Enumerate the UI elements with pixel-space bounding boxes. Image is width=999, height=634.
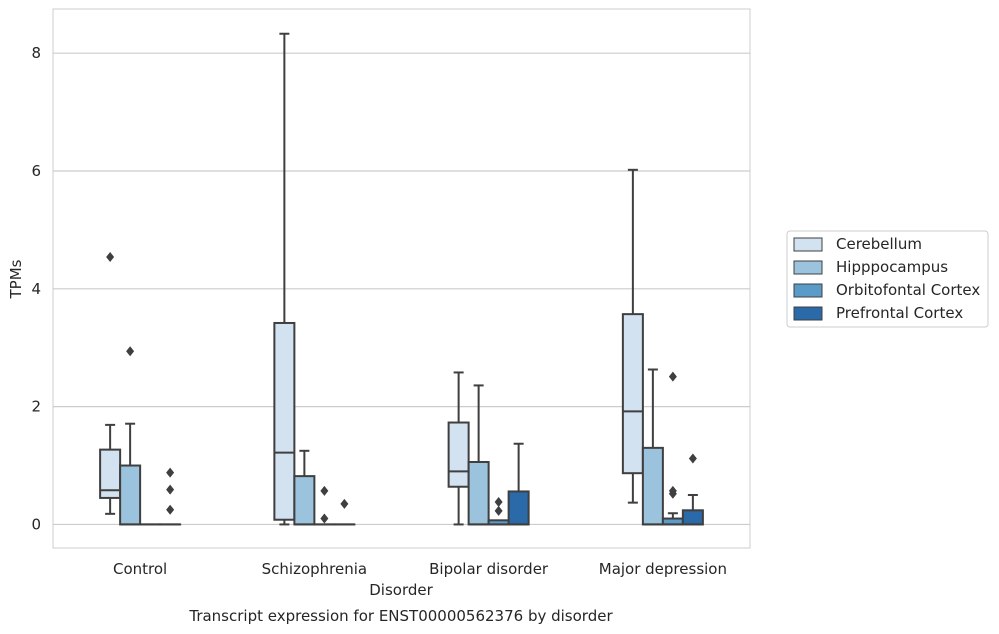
outlier-marker xyxy=(166,504,175,515)
box-hipppocampus xyxy=(293,449,316,526)
legend-label: Hipppocampus xyxy=(836,258,948,276)
box-hipppocampus xyxy=(119,346,142,526)
legend-swatch xyxy=(793,283,823,298)
box-body xyxy=(447,421,470,488)
box-prefrontal-cortex xyxy=(681,453,704,526)
box-body xyxy=(681,509,704,526)
y-tick-label: 6 xyxy=(31,162,41,180)
outlier-marker xyxy=(166,484,175,495)
y-tick-label: 4 xyxy=(31,280,41,298)
y-axis-label: TPMs xyxy=(7,259,25,299)
legend-swatch xyxy=(793,260,823,275)
box-prefrontal-cortex xyxy=(159,467,182,526)
legend: Cerebellum Hipppocampus Orbitofontal Corte… xyxy=(786,230,989,328)
legend-swatch xyxy=(793,237,823,252)
outlier-marker xyxy=(126,346,135,357)
outlier-marker xyxy=(668,371,677,382)
box-prefrontal-cortex xyxy=(507,442,530,526)
box-hipppocampus xyxy=(467,384,490,526)
boxes xyxy=(99,32,704,526)
legend-items: Cerebellum Hipppocampus Orbitofontal Corte… xyxy=(793,235,980,322)
outlier-marker xyxy=(668,485,677,496)
box-orbitofontal-cortex xyxy=(661,371,684,526)
box-body xyxy=(273,321,296,521)
box-body xyxy=(467,460,490,526)
box-prefrontal-cortex xyxy=(333,498,356,526)
outlier-marker xyxy=(320,513,329,524)
outlier-marker xyxy=(494,497,503,508)
x-tick-label: Bipolar disorder xyxy=(429,560,549,578)
y-axis-ticks: 0 2 4 6 8 xyxy=(31,44,41,533)
box-hipppocampus xyxy=(641,368,664,526)
x-tick-label: Control xyxy=(113,560,167,578)
plot-frame xyxy=(52,8,751,549)
outlier-marker xyxy=(320,485,329,496)
x-axis-ticks: Control Schizophrenia Bipolar disorder Majo… xyxy=(113,560,727,578)
box-cerebellum xyxy=(447,371,470,526)
x-tick-label: Schizophrenia xyxy=(262,560,367,578)
y-tick-label: 2 xyxy=(31,398,41,416)
x-tick-label: Major depression xyxy=(599,560,727,578)
outlier-marker xyxy=(340,498,349,509)
legend-label: Orbitofontal Cortex xyxy=(836,281,980,299)
y-tick-label: 0 xyxy=(31,515,41,533)
x-axis-label: Disorder xyxy=(369,581,433,599)
y-tick-label: 8 xyxy=(31,44,41,62)
outlier-marker xyxy=(688,453,697,464)
outlier-marker xyxy=(166,467,175,478)
outlier-marker xyxy=(494,505,503,516)
legend-frame xyxy=(786,230,989,328)
box-body xyxy=(293,475,316,526)
chart-title: Transcript expression for ENST0000056237… xyxy=(188,607,613,625)
legend-label: Cerebellum xyxy=(836,235,922,253)
box-orbitofontal-cortex xyxy=(313,485,336,526)
box-cerebellum xyxy=(621,168,644,504)
box-orbitofontal-cortex xyxy=(487,497,510,526)
box-cerebellum xyxy=(273,32,296,526)
box-body xyxy=(119,464,142,526)
box-body xyxy=(641,446,664,526)
outlier-marker xyxy=(106,251,115,262)
box-cerebellum xyxy=(99,251,122,515)
box-body xyxy=(507,490,530,526)
legend-swatch xyxy=(793,306,823,321)
box-body xyxy=(621,313,644,475)
legend-label: Prefrontal Cortex xyxy=(836,304,963,322)
